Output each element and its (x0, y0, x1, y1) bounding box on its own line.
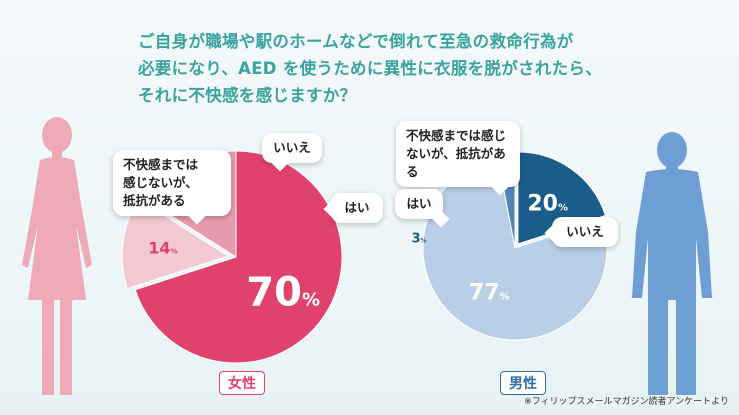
male-figure-icon (632, 132, 712, 395)
question-line-3: それに不快感を感じますか？ (138, 86, 357, 105)
male-yes-percent-label: 3% (411, 232, 426, 247)
female-yes-label-text: はい (344, 200, 370, 215)
male-neutral-label-text: 不快感までは感じ ないが、抵抗がある (406, 128, 507, 179)
female-neutral-label: 不快感までは 感じないが、 抵抗がある (113, 150, 231, 216)
female-no-percent-label: 14% (148, 238, 177, 257)
question-line-1: ご自身が職場や駅のホームなどで倒れて至急の救命行為が (138, 32, 574, 51)
source-note: ※フィリップスメールマガジン読者アンケートより (524, 397, 729, 407)
female-gender-label: 女性 (219, 371, 265, 395)
male-neutral-label: 不快感までは感じ ないが、抵抗がある (396, 121, 520, 187)
male-no-percent-label: 77% (469, 280, 510, 305)
male-yes-label-text: はい (406, 196, 432, 211)
female-no-label-text: いいえ (273, 140, 311, 155)
female-slice-neutral (134, 150, 343, 364)
female-neutral-label-text: 不快感までは 感じないが、 抵抗がある (123, 157, 199, 208)
question-line-2: 必要になり、AED を使うために異性に衣服を脱がされたら、 (138, 59, 603, 78)
male-yes-label: はい (395, 189, 443, 219)
male-no-label-text: いいえ (566, 224, 604, 239)
female-no-label: いいえ (262, 133, 322, 163)
female-figure-icon (22, 117, 92, 395)
female-yes-label: はい (331, 193, 383, 223)
male-neutral-percent-label: 20% (527, 192, 568, 217)
male-no-label: いいえ (552, 217, 618, 247)
female-neutral-percent-label: 70% (246, 269, 320, 315)
question-text: ご自身が職場や駅のホームなどで倒れて至急の救命行為が 必要になり、AED を使う… (138, 28, 698, 109)
male-slice-no (422, 157, 608, 341)
male-gender-label: 男性 (500, 371, 546, 395)
